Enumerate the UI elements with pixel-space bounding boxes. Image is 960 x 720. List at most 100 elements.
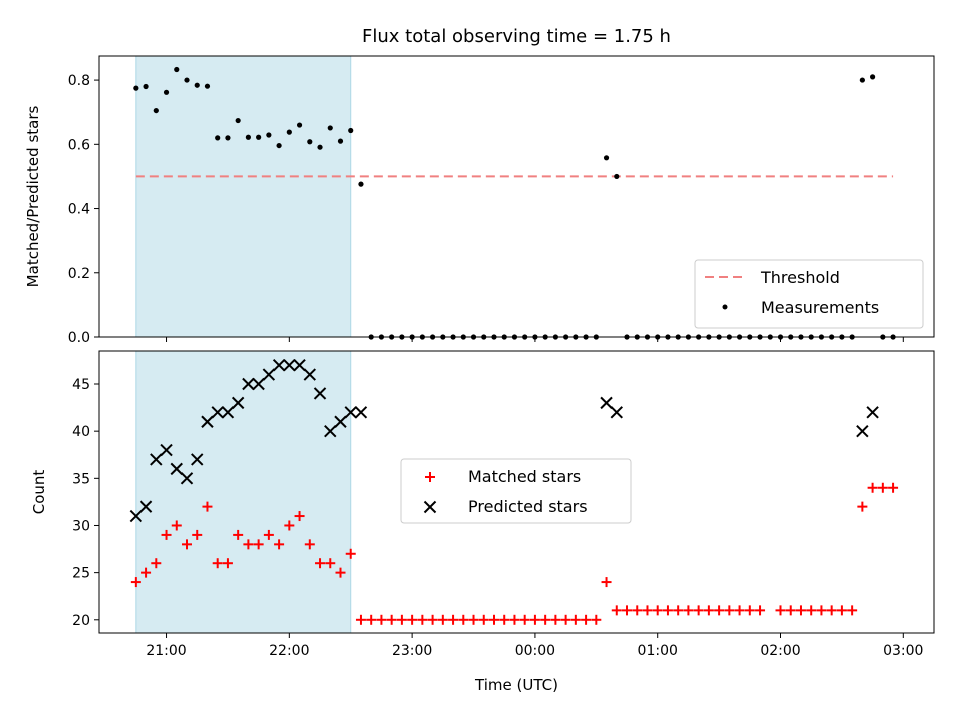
matched-star-point	[366, 614, 377, 625]
y-tick-label: 45	[72, 377, 90, 393]
matched-star-point	[816, 605, 827, 616]
predicted-star-point	[231, 396, 245, 410]
matched-star-point	[693, 605, 704, 616]
measurement-point	[266, 132, 272, 138]
matched-star-point	[795, 605, 806, 616]
ratio-y-axis-label: Matched/Predicted stars	[24, 106, 42, 288]
legend-predicted-label: Predicted stars	[468, 497, 588, 516]
cross-stroke	[221, 406, 235, 419]
matched-star-point	[550, 614, 561, 625]
measurement-point	[296, 122, 303, 128]
predicted-star-point	[283, 358, 296, 372]
x-tick-label: 21:00	[146, 643, 186, 659]
matched-star-point	[171, 520, 182, 531]
predicted-star-point	[600, 396, 613, 410]
matched-star-point	[396, 614, 407, 625]
cross-stroke	[160, 443, 173, 457]
predicted-star-point	[191, 453, 204, 466]
matched-star-point	[315, 558, 326, 569]
matched-star-point	[611, 605, 622, 616]
measurement-point	[163, 89, 170, 95]
matched-star-point	[243, 539, 254, 550]
count-y-ticks: 20 25 30 35 40 45	[72, 377, 99, 629]
matched-star-point	[662, 605, 673, 616]
count-x-ticks: 21:00 22:00 23:00 00:00 01:00 02:00 03:00	[146, 633, 923, 659]
predicted-star-point	[211, 406, 224, 419]
matched-star-point	[488, 614, 499, 625]
y-tick-label: 0.6	[68, 137, 90, 153]
matched-star-point	[427, 614, 438, 625]
matched-star-point	[806, 605, 817, 616]
cross-stroke	[293, 358, 306, 372]
cross-stroke	[211, 406, 224, 419]
y-tick-label: 0.4	[68, 202, 90, 218]
x-tick-label: 03:00	[883, 643, 923, 659]
legend-predicted-swatch	[423, 500, 437, 514]
measurement-point	[317, 144, 323, 150]
matched-star-point	[130, 577, 141, 588]
cross-stroke	[201, 415, 214, 428]
measurement-point	[603, 155, 610, 161]
predicted-star-point	[201, 415, 214, 428]
matched-star-point	[836, 605, 847, 616]
ratio-axes-frame	[98, 55, 935, 338]
y-tick-label: 20	[72, 613, 90, 629]
matched-star-point	[642, 605, 653, 616]
cross-stroke	[334, 415, 347, 428]
matched-star-point	[570, 614, 581, 625]
ratio-legend-box	[694, 259, 924, 329]
predicted-star-point	[856, 424, 869, 438]
matched-star-point	[355, 614, 366, 625]
matched-star-point	[652, 605, 663, 616]
legend-plus-marker	[425, 472, 435, 482]
matched-star-point	[263, 529, 274, 540]
y-tick-label: 0.8	[68, 73, 90, 89]
cross-stroke	[610, 406, 623, 419]
x-tick-label: 22:00	[269, 643, 309, 659]
matched-star-point	[877, 482, 888, 493]
y-tick-label: 0.2	[68, 266, 90, 282]
count-axes-frame	[98, 350, 935, 634]
measurement-point	[276, 142, 282, 149]
cross-stroke	[272, 358, 286, 372]
matched-star-point	[141, 567, 152, 578]
cross-stroke	[324, 424, 337, 438]
matched-star-point	[192, 529, 203, 540]
predicted-star-point	[242, 377, 255, 391]
matched-star-point	[325, 558, 336, 569]
predicted-star-point	[610, 406, 623, 419]
ratio-y-ticks: 0.0 0.2 0.4 0.6 0.8	[68, 73, 99, 346]
count-y-axis-label: Count	[30, 470, 48, 515]
measurement-point	[358, 181, 364, 187]
matched-star-point	[826, 605, 837, 616]
cross-stroke	[180, 472, 194, 485]
predicted-star-point	[221, 406, 235, 419]
measurement-point	[194, 82, 200, 88]
matched-star-point	[714, 605, 725, 616]
cross-stroke	[303, 368, 317, 381]
y-tick-label: 35	[72, 471, 90, 487]
y-tick-label: 30	[72, 518, 90, 534]
matched-star-point	[744, 605, 755, 616]
matched-star-point	[632, 605, 643, 616]
measurement-point	[348, 127, 354, 134]
predicted-star-point	[303, 368, 317, 381]
matched-star-point	[683, 605, 694, 616]
predicted-star-point	[334, 415, 347, 428]
predicted-star-point	[866, 406, 879, 419]
predicted-star-point	[262, 368, 276, 381]
cross-stroke	[231, 396, 245, 410]
legend-x-marker	[423, 500, 437, 514]
measurement-point	[337, 138, 344, 144]
matched-star-point	[622, 605, 633, 616]
predicted-star-point	[344, 406, 357, 419]
matched-star-points	[130, 482, 899, 625]
matched-star-point	[202, 501, 213, 512]
chart-title: Flux total observing time = 1.75 h	[362, 26, 671, 47]
cross-stroke	[283, 358, 296, 372]
measurement-point	[225, 135, 231, 141]
predicted-star-point	[324, 424, 337, 438]
matched-star-point	[182, 539, 193, 550]
predicted-star-point	[139, 500, 153, 513]
